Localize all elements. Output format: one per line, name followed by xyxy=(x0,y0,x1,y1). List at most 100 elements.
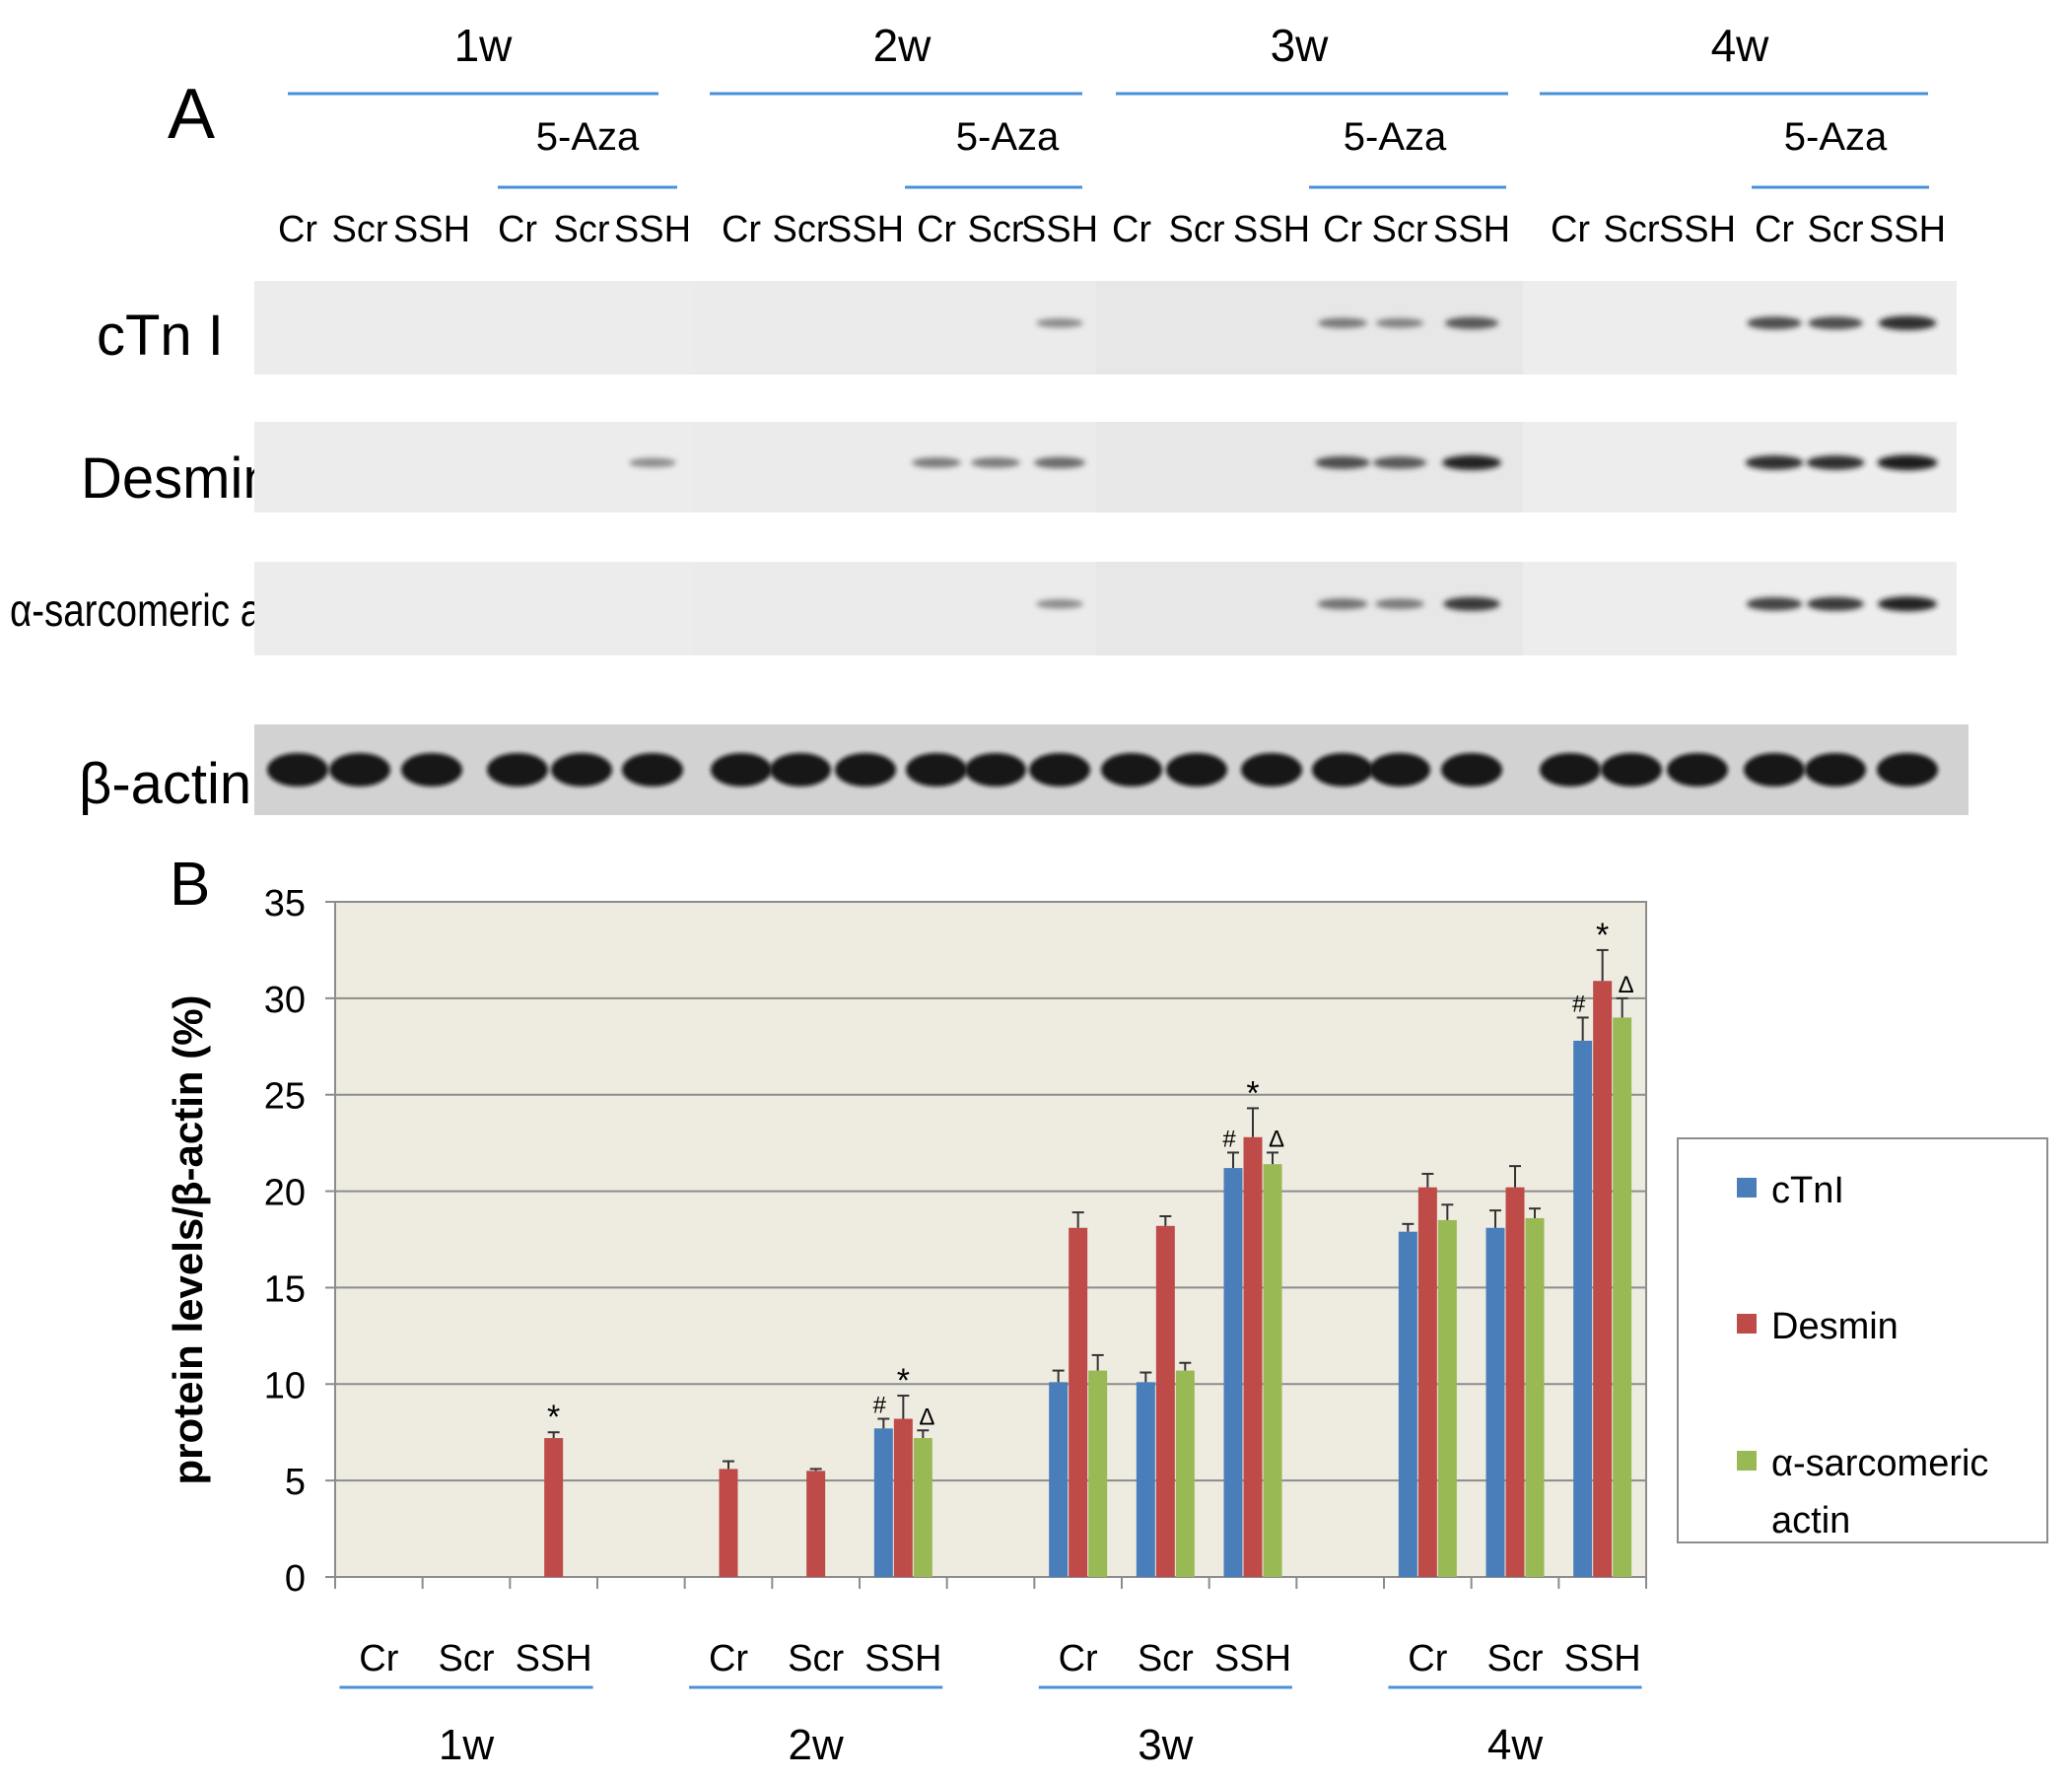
bar-sarcomericactin xyxy=(913,1438,932,1577)
blot-lane-label: Scr xyxy=(332,209,388,250)
bar-sarcomericactin xyxy=(1525,1217,1545,1577)
blot-band xyxy=(711,753,772,787)
blot-treatment-label: 5-Aza xyxy=(1344,115,1447,159)
blot-lane-label: Cr xyxy=(1755,209,1794,250)
blot-band xyxy=(1878,596,1937,612)
blot-band xyxy=(1372,456,1427,469)
blot-band xyxy=(401,753,462,787)
x-category-label: Scr xyxy=(439,1638,495,1679)
blot-strip xyxy=(254,281,693,375)
bar-ctni xyxy=(873,1428,893,1577)
blot-band xyxy=(1441,753,1502,787)
blot-strip xyxy=(254,562,693,655)
bar-ctni xyxy=(1049,1382,1069,1577)
significance-mark: * xyxy=(547,1399,560,1436)
blot-strip xyxy=(693,281,1096,375)
y-axis-title: protein levels/β-actin (%) xyxy=(165,994,211,1484)
blot-lane-label: Cr xyxy=(1323,209,1362,250)
legend-label-line: α-sarcomeric xyxy=(1771,1443,1988,1484)
bar-sarcomericactin xyxy=(1263,1164,1282,1577)
significance-mark: Δ xyxy=(1269,1126,1284,1152)
blot-lane-label: Cr xyxy=(498,209,537,250)
blot-lane-label: Scr xyxy=(554,209,610,250)
bar-desmin xyxy=(1505,1187,1525,1577)
bar-ctni xyxy=(1485,1227,1505,1577)
blot-band xyxy=(1878,315,1937,330)
x-group-label: 2w xyxy=(789,1721,844,1769)
blot-strip xyxy=(254,422,693,513)
blot-band xyxy=(1806,455,1865,470)
blot-row-label: cTn I xyxy=(97,304,224,368)
blot-lane-label: Cr xyxy=(722,209,761,250)
bar-sarcomericactin xyxy=(1088,1370,1108,1577)
blot-row: α-sarcomeric actin xyxy=(10,562,1957,655)
blot-band xyxy=(1375,317,1424,328)
legend-label-line: actin xyxy=(1771,1500,1850,1541)
blot-strip xyxy=(1523,562,1957,655)
blot-band xyxy=(1601,753,1662,787)
blot-strip xyxy=(693,422,1096,513)
blot-band xyxy=(1808,316,1863,330)
bar-desmin xyxy=(1593,981,1613,1577)
blot-treatment-label: 5-Aza xyxy=(536,115,640,159)
blot-band xyxy=(1312,753,1373,787)
bar-desmin xyxy=(893,1418,913,1577)
blot-lane-label: Scr xyxy=(1604,209,1660,250)
x-category-label: Cr xyxy=(359,1638,398,1679)
significance-mark: * xyxy=(897,1362,910,1400)
blot-band xyxy=(329,753,390,787)
x-group-label: 1w xyxy=(439,1721,494,1769)
bar-desmin xyxy=(1069,1227,1088,1577)
blot-lane-label: SSH xyxy=(827,209,904,250)
blot-band xyxy=(1744,753,1805,787)
blot-week-label: 4w xyxy=(1711,20,1770,71)
blot-band xyxy=(1877,753,1938,787)
significance-mark: Δ xyxy=(919,1403,934,1430)
x-category-label: Cr xyxy=(709,1638,748,1679)
significance-mark: # xyxy=(1222,1126,1236,1152)
blot-band xyxy=(1747,316,1802,330)
blot-band xyxy=(1443,596,1500,611)
blot-band xyxy=(1877,454,1938,471)
y-tick-label: 15 xyxy=(264,1268,306,1310)
blot-strip xyxy=(1523,281,1957,375)
significance-mark: # xyxy=(873,1393,887,1419)
blot-lane-label: SSH xyxy=(1433,209,1510,250)
x-category-label: Cr xyxy=(1059,1638,1098,1679)
blot-band xyxy=(1166,753,1227,787)
blot-band xyxy=(1807,596,1864,611)
blot-band xyxy=(1315,455,1370,469)
bar-desmin xyxy=(1243,1136,1263,1577)
blot-band xyxy=(770,753,831,787)
bar-ctni xyxy=(1573,1040,1593,1577)
x-group-label: 3w xyxy=(1138,1721,1193,1769)
y-tick-label: 35 xyxy=(264,883,306,924)
y-tick-label: 20 xyxy=(264,1173,306,1214)
bar-desmin xyxy=(1155,1225,1175,1577)
blot-band xyxy=(267,753,328,787)
blot-band xyxy=(1375,598,1424,609)
blot-treatment-label: 5-Aza xyxy=(956,115,1060,159)
significance-mark: # xyxy=(1572,991,1586,1017)
blot-strip xyxy=(1096,281,1523,375)
bar-ctni xyxy=(1223,1168,1243,1577)
bar-sarcomericactin xyxy=(1437,1219,1457,1577)
blot-lane-label: SSH xyxy=(1021,209,1098,250)
bar-desmin xyxy=(806,1471,826,1577)
legend-label: Desmin xyxy=(1771,1306,1899,1347)
x-category-label: SSH xyxy=(516,1638,592,1679)
blot-band xyxy=(912,457,961,468)
blot-band xyxy=(971,457,1020,468)
bar-desmin xyxy=(1417,1187,1437,1577)
bar-ctni xyxy=(1398,1231,1417,1577)
blot-band xyxy=(629,457,676,468)
x-category-label: Scr xyxy=(788,1638,844,1679)
legend-label: α-sarcomeric actin xyxy=(1771,1443,1988,1541)
blot-band xyxy=(1746,597,1803,611)
blot-band xyxy=(1317,598,1368,610)
x-category-label: Scr xyxy=(1138,1638,1194,1679)
blot-lane-label: SSH xyxy=(1659,209,1736,250)
y-tick-label: 30 xyxy=(264,980,306,1021)
blot-band xyxy=(1667,753,1728,787)
bar-desmin xyxy=(544,1438,564,1577)
